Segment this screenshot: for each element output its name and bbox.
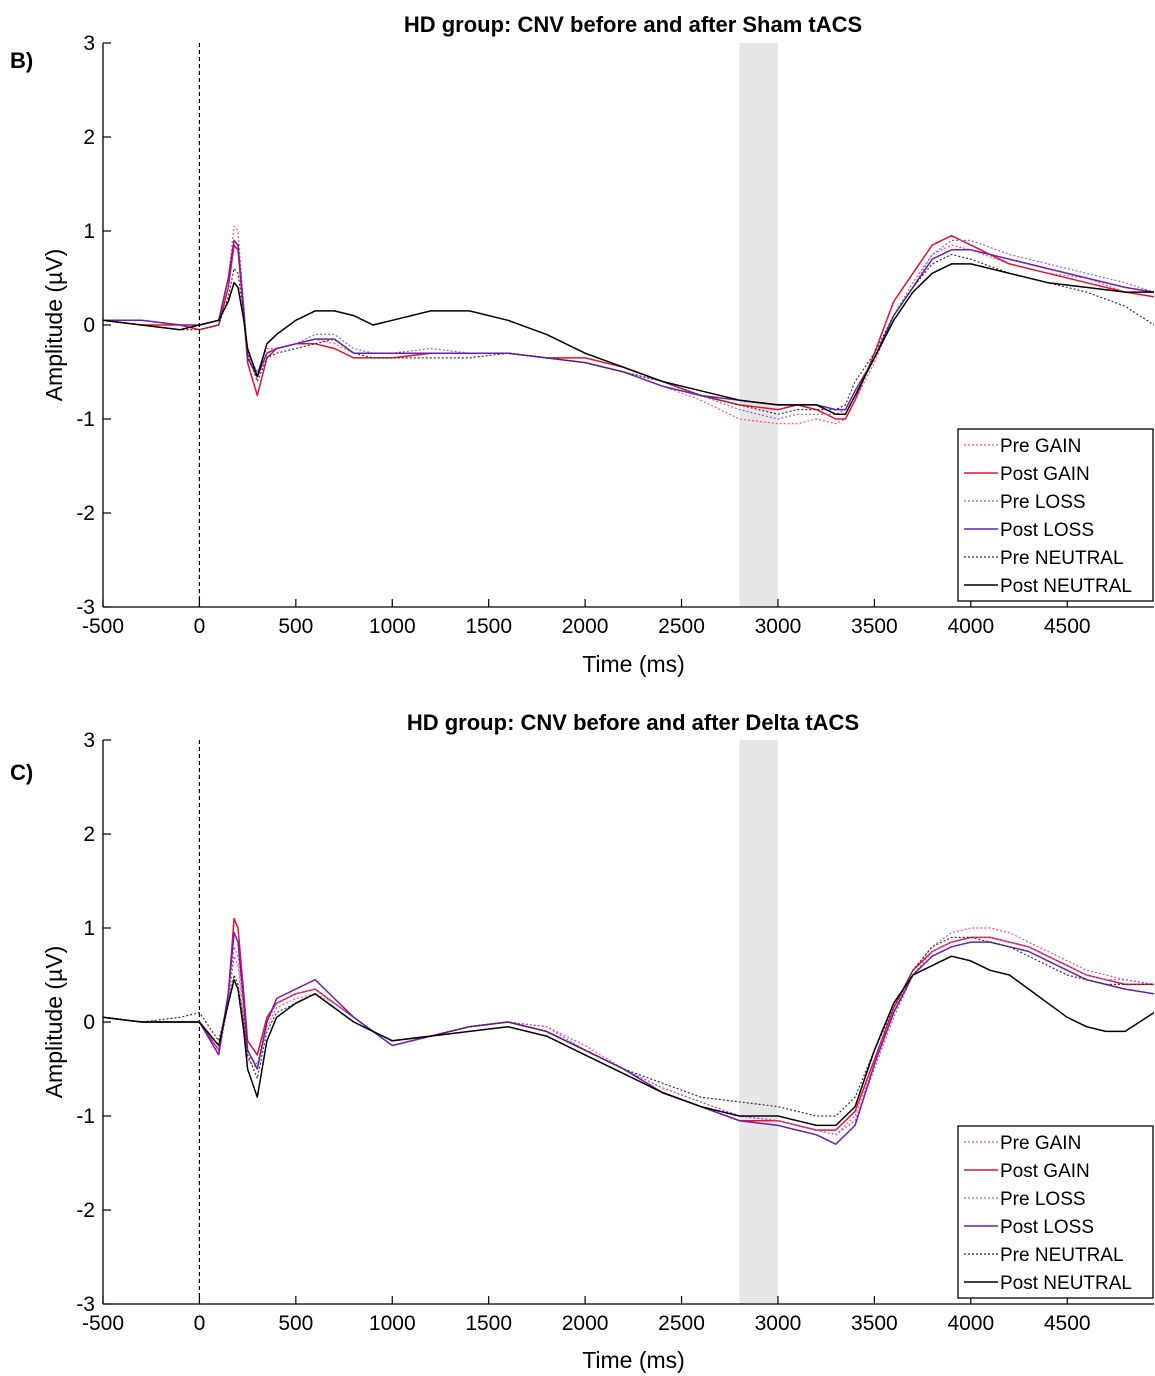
legend-label-0: Pre GAIN xyxy=(1000,436,1081,457)
y-tick-label: 3 xyxy=(83,729,95,752)
x-tick-label: 2000 xyxy=(562,615,609,638)
x-tick-label: 3000 xyxy=(755,615,802,638)
series-line-2 xyxy=(103,936,1154,1136)
legend-label-1: Post GAIN xyxy=(1000,464,1090,485)
x-axis-label: Time (ms) xyxy=(582,1347,685,1373)
shaded-interval xyxy=(739,43,778,607)
series-line-4 xyxy=(103,936,1154,1117)
chart-title: HD group: CNV before and after Sham tACS xyxy=(404,12,862,37)
x-tick-label: 4500 xyxy=(1044,615,1091,638)
x-tick-label: 500 xyxy=(278,615,313,638)
y-tick-label: -2 xyxy=(76,1199,95,1222)
legend-label-2: Pre LOSS xyxy=(1000,1189,1086,1210)
panel-label-b: B) xyxy=(10,48,34,73)
chart-title: HD group: CNV before and after Delta tAC… xyxy=(407,710,859,735)
series-line-0 xyxy=(103,225,1154,425)
legend-label-1: Post GAIN xyxy=(1000,1161,1090,1182)
legend-box xyxy=(957,1125,1154,1299)
y-tick-label: 1 xyxy=(83,220,95,243)
chart-panel-1: -500 0 500 1000 1500 2000 2500 3000 3500 4000 4500… xyxy=(41,710,1154,1373)
x-tick-label: 3500 xyxy=(851,615,898,638)
x-tick-label: 4500 xyxy=(1044,1312,1091,1335)
y-axis-label: Amplitude (µV) xyxy=(41,946,67,1099)
shaded-interval xyxy=(739,740,778,1304)
y-tick-label: -1 xyxy=(76,408,95,431)
legend-label-0: Pre GAIN xyxy=(1000,1133,1081,1154)
legend: Pre GAIN Post GAIN Pre LOSS Post LOSS Pre NE… xyxy=(957,1125,1154,1299)
x-tick-label: 2500 xyxy=(658,1312,705,1335)
x-tick-label: 2000 xyxy=(562,1312,609,1335)
x-tick-label: 3500 xyxy=(851,1312,898,1335)
series-line-4 xyxy=(103,253,1154,415)
legend-box xyxy=(957,428,1154,602)
y-axis-label: Amplitude (µV) xyxy=(41,249,67,402)
x-tick-label: 1000 xyxy=(369,615,416,638)
series-line-1 xyxy=(103,917,1154,1131)
series-line-5 xyxy=(103,263,1154,416)
legend-label-3: Post LOSS xyxy=(1000,520,1094,541)
y-tick-label: 3 xyxy=(83,32,95,55)
legend-label-5: Post NEUTRAL xyxy=(1000,1273,1132,1294)
x-tick-label: 3000 xyxy=(755,1312,802,1335)
y-tick-label: -1 xyxy=(76,1105,95,1128)
x-tick-label: 4000 xyxy=(947,1312,994,1335)
y-tick-label: 2 xyxy=(83,126,95,149)
legend-label-4: Pre NEUTRAL xyxy=(1000,548,1124,569)
x-tick-label: 0 xyxy=(194,1312,206,1335)
legend: Pre GAIN Post GAIN Pre LOSS Post LOSS Pre NE… xyxy=(957,428,1154,602)
y-tick-label: 0 xyxy=(83,314,95,337)
x-tick-label: 0 xyxy=(194,615,206,638)
x-tick-label: 1500 xyxy=(465,615,512,638)
series-line-2 xyxy=(103,239,1154,420)
series-line-1 xyxy=(103,234,1154,420)
x-tick-label: 4000 xyxy=(947,615,994,638)
x-axis-label: Time (ms) xyxy=(582,651,685,677)
series-line-5 xyxy=(103,955,1154,1127)
legend-label-2: Pre LOSS xyxy=(1000,492,1086,513)
x-tick-label: 1500 xyxy=(465,1312,512,1335)
y-tick-label: -2 xyxy=(76,502,95,525)
legend-label-5: Post NEUTRAL xyxy=(1000,576,1132,597)
y-tick-label: -3 xyxy=(76,596,95,619)
x-tick-label: 2500 xyxy=(658,615,705,638)
legend-label-4: Pre NEUTRAL xyxy=(1000,1245,1124,1266)
y-tick-label: 0 xyxy=(83,1011,95,1034)
x-tick-label: 500 xyxy=(278,1312,313,1335)
chart-panel-0: -500 0 500 1000 1500 2000 2500 3000 3500 4000 4500… xyxy=(41,12,1154,677)
series-line-3 xyxy=(103,931,1154,1145)
y-tick-label: 2 xyxy=(83,823,95,846)
y-tick-label: -3 xyxy=(76,1293,95,1316)
series-group xyxy=(103,225,1154,425)
panel-label-c: C) xyxy=(10,760,34,785)
series-group xyxy=(103,917,1154,1145)
x-tick-label: -500 xyxy=(82,1312,124,1335)
x-tick-label: -500 xyxy=(82,615,124,638)
legend-label-3: Post LOSS xyxy=(1000,1217,1094,1238)
x-tick-label: 1000 xyxy=(369,1312,416,1335)
series-line-0 xyxy=(103,927,1154,1136)
y-tick-label: 1 xyxy=(83,917,95,940)
